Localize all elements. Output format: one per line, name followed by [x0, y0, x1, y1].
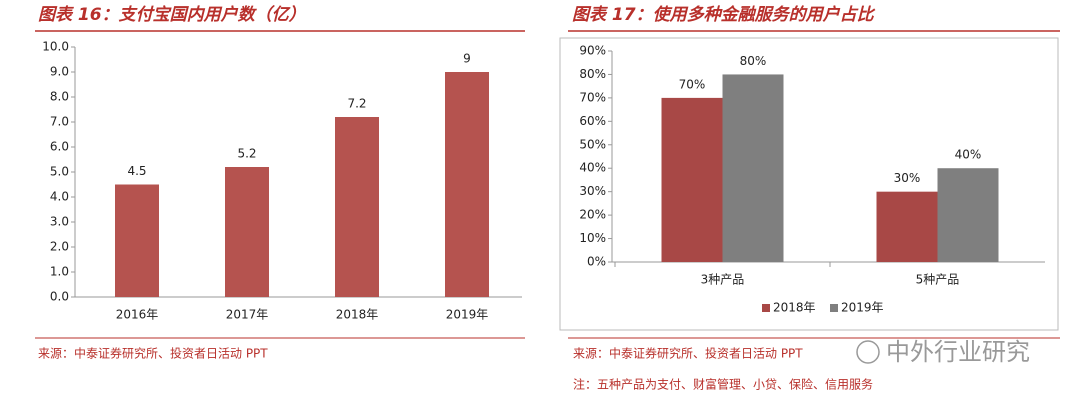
x-tick-label: 5种产品 — [916, 273, 960, 287]
y-tick-label: 6.0 — [50, 140, 69, 154]
legend-label: 2018年 — [773, 301, 816, 315]
y-tick-label: 10.0 — [42, 40, 69, 54]
y-tick-label: 3.0 — [50, 215, 69, 229]
watermark: 中外行业研究 — [886, 338, 1030, 366]
y-tick-label: 5.0 — [50, 165, 69, 179]
y-tick-label: 0.0 — [50, 290, 69, 304]
bar — [876, 191, 938, 262]
value-label: 5.2 — [237, 147, 256, 161]
y-tick-label: 2.0 — [50, 240, 69, 254]
value-label: 40% — [955, 148, 982, 162]
y-tick-label: 10% — [579, 231, 606, 245]
bar — [335, 117, 379, 297]
y-tick-label: 80% — [579, 67, 606, 81]
y-tick-label: 70% — [579, 90, 606, 104]
legend-label: 2019年 — [841, 301, 884, 315]
bar — [722, 74, 784, 262]
bar — [937, 168, 999, 262]
bar — [225, 167, 269, 297]
y-tick-label: 8.0 — [50, 90, 69, 104]
y-tick-label: 30% — [579, 184, 606, 198]
bar — [661, 97, 723, 262]
value-label: 9 — [463, 52, 471, 66]
value-label: 80% — [740, 54, 767, 68]
x-tick-label: 2017年 — [226, 308, 269, 322]
y-tick-label: 50% — [579, 137, 606, 151]
plot-frame — [559, 37, 1059, 331]
bar — [445, 72, 489, 297]
y-tick-label: 20% — [579, 208, 606, 222]
x-tick-label: 2016年 — [116, 308, 159, 322]
y-tick-label: 7.0 — [50, 115, 69, 129]
x-tick-label: 2019年 — [446, 308, 489, 322]
note: 注：五种产品为支付、财富管理、小贷、保险、信用服务 — [573, 377, 873, 392]
bar — [115, 184, 159, 297]
chart-title: 图表 16：支付宝国内用户数（亿） — [38, 5, 306, 25]
y-tick-label: 0% — [587, 255, 606, 269]
value-label: 70% — [679, 77, 706, 91]
legend-swatch — [762, 304, 770, 312]
watermark-icon — [856, 340, 880, 364]
x-tick-label: 2018年 — [336, 308, 379, 322]
value-label: 4.5 — [127, 164, 146, 178]
y-tick-label: 1.0 — [50, 265, 69, 279]
source: 来源：中泰证券研究所、投资者日活动 PPT — [38, 346, 268, 361]
y-tick-label: 9.0 — [50, 65, 69, 79]
y-tick-label: 90% — [579, 44, 606, 58]
value-label: 7.2 — [347, 97, 366, 111]
x-tick-label: 3种产品 — [701, 273, 745, 287]
source: 来源：中泰证券研究所、投资者日活动 PPT — [573, 346, 803, 361]
y-tick-label: 4.0 — [50, 190, 69, 204]
chart-title: 图表 17：使用多种金融服务的用户占比 — [572, 5, 876, 25]
value-label: 30% — [894, 171, 921, 185]
y-tick-label: 60% — [579, 114, 606, 128]
legend-swatch — [830, 304, 838, 312]
y-tick-label: 40% — [579, 161, 606, 175]
